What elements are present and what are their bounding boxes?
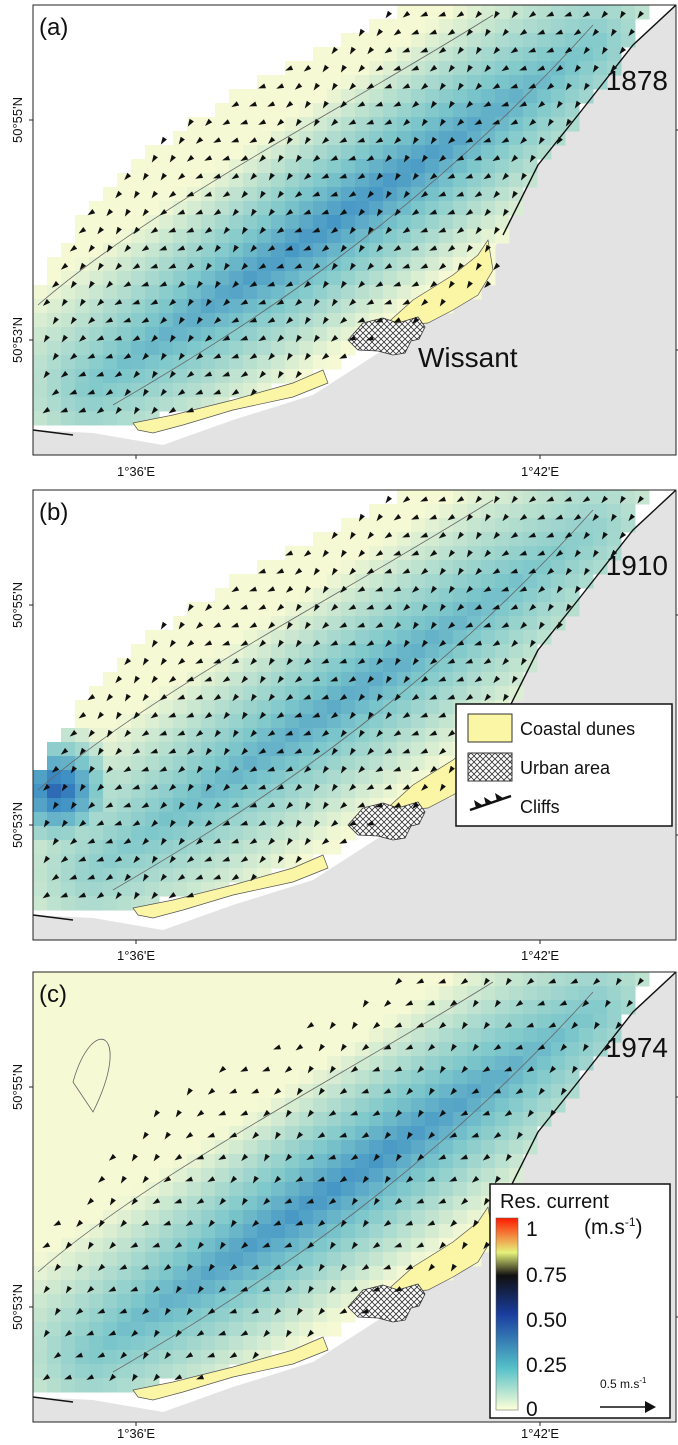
urban-area-polygon: [347, 801, 426, 841]
coastal-dunes-south: [132, 854, 329, 919]
colorbar-unit-sup: -1: [625, 1215, 636, 1229]
colorbar-title: Res. current: [500, 1191, 609, 1213]
coastal-dunes-north: [381, 239, 494, 328]
coastal-dunes-south: [132, 369, 329, 434]
colorbar-tick-label: 1: [526, 1218, 538, 1241]
depth-contours: [37, 981, 594, 1373]
latitude-tick-label: 50°53'N: [10, 802, 25, 848]
land-area: [33, 5, 676, 455]
place-label-wissant: Wissant: [418, 342, 518, 373]
scale-arrow-label-main: 0.5 m.s: [600, 1377, 639, 1391]
colorbar-tick-label: 0.75: [526, 1264, 567, 1287]
longitude-tick-label: 1°36'E: [117, 948, 155, 963]
velocity-arrows: [42, 10, 644, 415]
panel-year: 1910: [606, 550, 668, 581]
urban-area-polygon: [347, 316, 426, 356]
velocity-arrows: [42, 977, 644, 1382]
colorbar-gradient: [495, 1217, 519, 1411]
panel-frame: [32, 971, 677, 1423]
latitude-tick-label: 50°55'N: [10, 582, 25, 628]
scale-arrow-label: 0.5 m.s-1: [600, 1376, 647, 1391]
velocity-arrows: [42, 495, 644, 900]
legend-label-dunes: Coastal dunes: [520, 719, 635, 739]
panel-frame: [32, 4, 677, 456]
depth-contours: [37, 499, 594, 891]
cliff-line: [33, 5, 676, 436]
colorbar-tick-label: 0.50: [526, 1309, 567, 1332]
land-area: [33, 490, 676, 940]
panel-letter: (a): [39, 14, 68, 41]
panel-letter: (b): [39, 499, 68, 526]
colorbar-unit-end: ): [636, 1216, 643, 1239]
cliff-line: [33, 490, 676, 921]
map-panel-1: [33, 5, 676, 455]
latitude-tick-label: 50°53'N: [10, 317, 25, 363]
cliff-line: [33, 972, 676, 1403]
latitude-tick-label: 50°53'N: [10, 1284, 25, 1330]
latitude-tick-label: 50°55'N: [10, 97, 25, 143]
longitude-tick-label: 1°42'E: [521, 1426, 559, 1441]
depth-contours: [37, 14, 594, 406]
cliff-line-icon: [469, 793, 512, 812]
panel-letter: (c): [39, 981, 67, 1008]
panel-year: 1974: [606, 1032, 668, 1063]
colorbar-tick-label: 0: [526, 1398, 538, 1421]
dune-swatch: [467, 713, 513, 743]
colorbar-unit-main: (m.s: [584, 1216, 625, 1239]
latitude-tick-label: 50°55'N: [10, 1064, 25, 1110]
crosshatch-swatch: [467, 752, 513, 782]
legend-label-cliffs: Cliffs: [520, 797, 560, 817]
colorbar-tick-label: 0.25: [526, 1354, 567, 1377]
scale-arrow-label-sup: -1: [639, 1376, 647, 1385]
colorbar-unit: (m.s-1): [584, 1215, 643, 1239]
longitude-tick-label: 1°42'E: [521, 948, 559, 963]
longitude-tick-label: 1°36'E: [117, 1426, 155, 1441]
longitude-tick-label: 1°42'E: [521, 464, 559, 479]
panel-frame: [32, 489, 677, 941]
longitude-tick-label: 1°36'E: [117, 464, 155, 479]
coastal-dunes-south: [132, 1336, 329, 1401]
panel-year: 1878: [606, 65, 668, 96]
scale-arrow-icon: [600, 1401, 656, 1413]
map-legend: Coastal dunes Urban area Cliffs: [455, 703, 673, 827]
legend-label-urban: Urban area: [520, 758, 611, 778]
